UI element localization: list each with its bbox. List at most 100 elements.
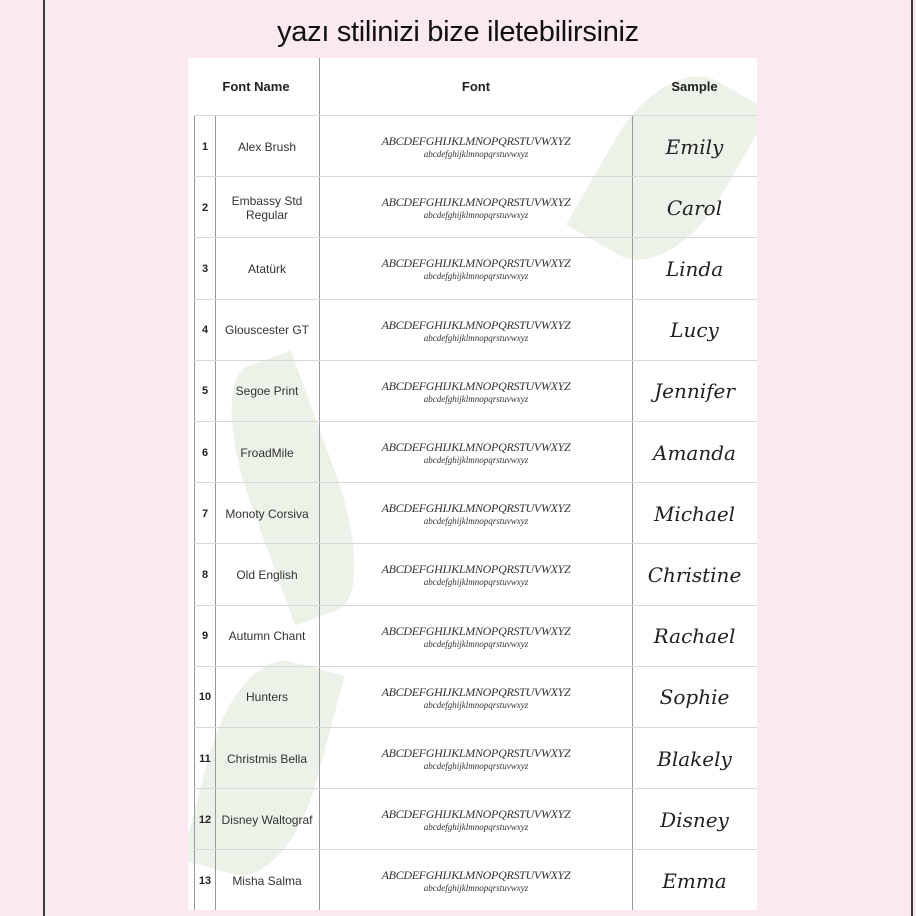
table-row: 5 Segoe Print ABCDEFGHIJKLMNOPQRSTUVWXYZ… [194,359,757,422]
frame-left-border [43,0,45,916]
table-row: 9 Autumn Chant ABCDEFGHIJKLMNOPQRSTUVWXY… [194,604,757,667]
lowercase-preview: abcdefghijklmnopqrstuvwxyz [423,761,529,771]
lowercase-preview: abcdefghijklmnopqrstuvwxyz [423,516,529,527]
uppercase-preview: ABCDEFGHIJKLMNOPQRSTUVWXYZ [381,623,571,638]
font-preview: ABCDEFGHIJKLMNOPQRSTUVWXYZ abcdefghijklmn… [320,850,632,910]
lowercase-preview: abcdefghijklmnopqrstuvwxyz [423,699,529,710]
uppercase-preview: ABCDEFGHIJKLMNOPQRSTUVWXYZ [381,684,571,699]
sample-name: Emily [665,134,724,159]
row-number: 10 [194,666,216,728]
sample-name: Sophie [659,685,730,710]
row-number: 6 [194,422,216,483]
column-divider [319,58,320,910]
lowercase-preview: abcdefghijklmnopqrstuvwxyz [423,455,529,465]
font-preview: ABCDEFGHIJKLMNOPQRSTUVWXYZ abcdefghijklmn… [320,300,632,361]
font-name: Segoe Print [235,384,299,399]
page-title: yazı stilinizi bize iletebilirsiniz [277,16,639,48]
sample-name: Linda [665,256,724,281]
uppercase-preview: ABCDEFGHIJKLMNOPQRSTUVWXYZ [381,378,571,393]
uppercase-preview: ABCDEFGHIJKLMNOPQRSTUVWXYZ [381,256,571,271]
font-preview: ABCDEFGHIJKLMNOPQRSTUVWXYZ abcdefghijklmn… [320,422,632,483]
sample-name: Carol [666,195,723,220]
font-preview: ABCDEFGHIJKLMNOPQRSTUVWXYZ abcdefghijklmn… [320,544,632,605]
row-number: 2 [194,177,216,239]
table-row: 13 Misha Salma ABCDEFGHIJKLMNOPQRSTUVWXY… [194,849,757,910]
font-name: Disney Waltograf [221,812,313,827]
lowercase-preview: abcdefghijklmnopqrstuvwxyz [423,210,529,221]
lowercase-preview: abcdefghijklmnopqrstuvwxyz [423,822,529,833]
sample-name: Rachael [653,624,736,649]
row-number: 12 [194,789,216,851]
uppercase-preview: ABCDEFGHIJKLMNOPQRSTUVWXYZ [381,440,571,454]
table-row: 3 Atatürk ABCDEFGHIJKLMNOPQRSTUVWXYZ abcd… [194,237,757,300]
font-name: Atatürk [247,261,286,276]
row-number: 5 [194,360,216,422]
font-name: Embassy Std Regular [231,193,303,222]
column-divider [632,115,633,910]
sample-name: Christine [647,562,742,587]
lowercase-preview: abcdefghijklmnopqrstuvwxyz [423,638,529,649]
uppercase-preview: ABCDEFGHIJKLMNOPQRSTUVWXYZ [381,317,571,332]
table-row: 1 Alex Brush ABCDEFGHIJKLMNOPQRSTUVWXYZ a… [194,115,757,177]
uppercase-preview: ABCDEFGHIJKLMNOPQRSTUVWXYZ [381,746,571,760]
lowercase-preview: abcdefghijklmnopqrstuvwxyz [423,332,529,343]
sample-name: Blakely [657,746,732,771]
header-font: Font [461,79,491,94]
lowercase-preview: abcdefghijklmnopqrstuvwxyz [423,577,529,588]
uppercase-preview: ABCDEFGHIJKLMNOPQRSTUVWXYZ [381,868,571,883]
font-name: Christmis Bella [226,751,307,766]
uppercase-preview: ABCDEFGHIJKLMNOPQRSTUVWXYZ [381,501,571,516]
frame-right-border [911,0,913,916]
row-number: 1 [194,116,216,177]
font-preview: ABCDEFGHIJKLMNOPQRSTUVWXYZ abcdefghijklmn… [320,177,632,238]
lowercase-preview: abcdefghijklmnopqrstuvwxyz [423,271,529,282]
font-preview: ABCDEFGHIJKLMNOPQRSTUVWXYZ abcdefghijklmn… [320,728,632,789]
font-preview: ABCDEFGHIJKLMNOPQRSTUVWXYZ abcdefghijklmn… [320,667,632,728]
header-sample: Sample [671,79,718,94]
font-name: FroadMile [240,445,294,460]
font-preview: ABCDEFGHIJKLMNOPQRSTUVWXYZ abcdefghijklmn… [320,238,632,299]
lowercase-preview: abcdefghijklmnopqrstuvwxyz [423,149,529,159]
uppercase-preview: ABCDEFGHIJKLMNOPQRSTUVWXYZ [381,562,571,577]
row-number: 9 [194,605,216,667]
header-font-name: Font Name [222,79,290,94]
row-number: 13 [194,850,216,910]
font-name: Glouscester GT [224,323,310,338]
row-number: 11 [194,728,216,789]
table-row: 12 Disney Waltograf ABCDEFGHIJKLMNOPQRST… [194,788,757,851]
font-name: Hunters [245,690,289,705]
sample-name: Lucy [670,318,719,343]
font-preview: ABCDEFGHIJKLMNOPQRSTUVWXYZ abcdefghijklmn… [320,789,632,850]
table-row: 10 Hunters ABCDEFGHIJKLMNOPQRSTUVWXYZ abc… [194,665,757,728]
sample-name: Jennifer [654,379,735,404]
table-row: 11 Christmis Bella ABCDEFGHIJKLMNOPQRSTU… [194,727,757,789]
table-row: 7 Monoty Corsiva ABCDEFGHIJKLMNOPQRSTUVW… [194,482,757,545]
sample-name: Disney [660,807,729,832]
sample-name: Amanda [653,440,736,465]
font-preview: ABCDEFGHIJKLMNOPQRSTUVWXYZ abcdefghijklmn… [320,116,632,177]
font-table: Font Name Font Sample 1 Alex Brush ABCDE… [188,58,757,910]
table-row: 8 Old English ABCDEFGHIJKLMNOPQRSTUVWXYZ… [194,543,757,606]
row-number: 8 [194,544,216,606]
font-name: Old English [236,567,298,582]
uppercase-preview: ABCDEFGHIJKLMNOPQRSTUVWXYZ [381,807,571,822]
row-number: 7 [194,483,216,545]
row-number: 4 [194,299,216,361]
font-preview: ABCDEFGHIJKLMNOPQRSTUVWXYZ abcdefghijklmn… [320,606,632,667]
table-row: 4 Glouscester GT ABCDEFGHIJKLMNOPQRSTUVW… [194,298,757,361]
font-name: Monoty Corsiva [225,506,309,521]
font-name: Autumn Chant [228,629,306,644]
uppercase-preview: ABCDEFGHIJKLMNOPQRSTUVWXYZ [381,134,571,148]
font-preview: ABCDEFGHIJKLMNOPQRSTUVWXYZ abcdefghijklmn… [320,483,632,544]
lowercase-preview: abcdefghijklmnopqrstuvwxyz [423,883,529,894]
lowercase-preview: abcdefghijklmnopqrstuvwxyz [423,393,529,404]
uppercase-preview: ABCDEFGHIJKLMNOPQRSTUVWXYZ [381,195,571,210]
table-row: 2 Embassy Std Regular ABCDEFGHIJKLMNOPQR… [194,176,757,239]
font-name: Alex Brush [237,139,297,154]
sample-name: Michael [653,501,736,526]
row-number: 3 [194,238,216,300]
font-name: Misha Salma [232,873,302,888]
sample-name: Emma [662,868,727,893]
table-row: 6 FroadMile ABCDEFGHIJKLMNOPQRSTUVWXYZ ab… [194,421,757,483]
font-preview: ABCDEFGHIJKLMNOPQRSTUVWXYZ abcdefghijklmn… [320,361,632,422]
